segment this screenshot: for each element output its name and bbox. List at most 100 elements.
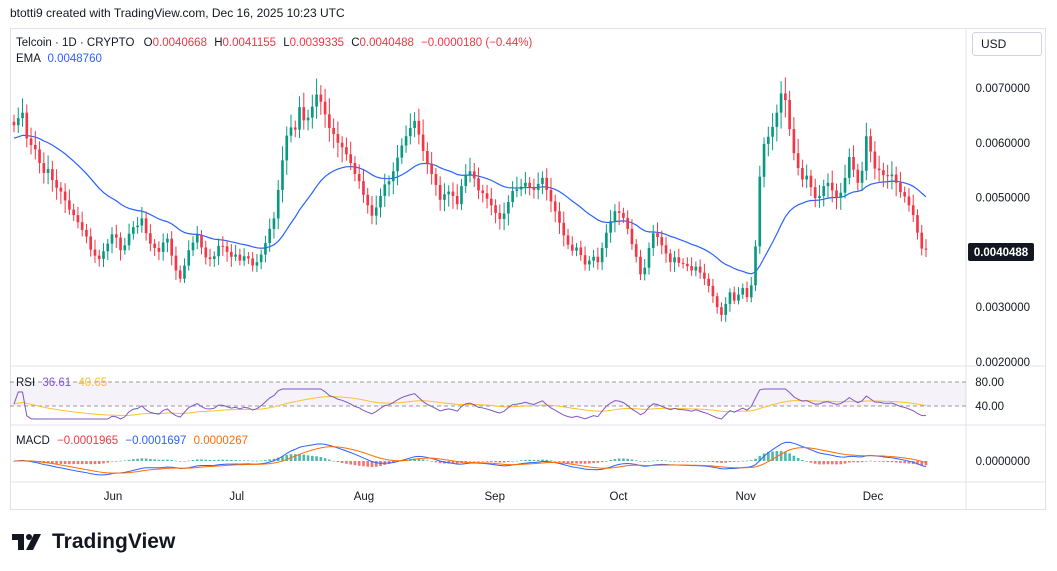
candle-body xyxy=(622,212,625,218)
candle-body xyxy=(690,266,693,271)
x-tick-label: Nov xyxy=(735,491,756,503)
macd-histogram-bar xyxy=(903,461,907,464)
candles xyxy=(12,77,928,322)
candle-body xyxy=(502,213,506,219)
macd-histogram-bar xyxy=(570,461,574,464)
candle-body xyxy=(694,266,698,271)
macd-histogram-bar xyxy=(907,461,911,464)
candle-body xyxy=(430,163,433,175)
candle-body xyxy=(89,236,93,250)
candle-body xyxy=(63,191,67,201)
candle-body xyxy=(42,163,46,173)
macd-histogram-bar xyxy=(916,461,919,465)
macd-histogram-bar xyxy=(366,461,370,467)
macd-histogram-bar xyxy=(732,461,736,462)
byline: btotti9 created with TradingView.com, De… xyxy=(10,6,345,20)
candle-body xyxy=(916,215,919,233)
candle-body xyxy=(200,234,203,248)
candle-body xyxy=(340,142,344,148)
macd-histogram-bar xyxy=(882,461,885,462)
candle-body xyxy=(677,257,681,263)
macd-histogram-bar xyxy=(856,461,860,463)
macd-histogram-bar xyxy=(178,461,182,462)
macd-histogram-bar xyxy=(119,460,122,462)
candle-body xyxy=(302,107,306,121)
macd-histogram-bar xyxy=(519,460,523,461)
macd-histogram-bar xyxy=(242,460,246,461)
candle-body xyxy=(528,182,531,188)
candle-body xyxy=(136,225,139,228)
candle-body xyxy=(784,93,787,101)
macd-histogram-bar xyxy=(779,450,783,461)
macd-histogram-bar xyxy=(434,461,438,463)
rsi-ma-value: 40.65 xyxy=(78,377,107,389)
macd-histogram-bar xyxy=(511,461,514,462)
macd-histogram-bar xyxy=(822,461,826,465)
candle-body xyxy=(409,128,412,137)
candle-body xyxy=(779,93,783,113)
candle-body xyxy=(882,170,885,176)
macd-histogram-bar xyxy=(238,460,242,461)
macd-histogram-bar xyxy=(528,459,531,461)
candle-body xyxy=(630,228,634,245)
currency-selector[interactable]: USD xyxy=(972,32,1042,56)
candle-body xyxy=(21,112,24,119)
macd-histogram-bar xyxy=(97,461,101,464)
macd-histogram-bar xyxy=(775,451,779,461)
macd-histogram-bar xyxy=(315,456,318,461)
macd-tick-label: 0.0000000 xyxy=(976,456,1030,468)
macd-histogram-bar xyxy=(545,459,549,461)
candle-body xyxy=(102,251,105,259)
macd-histogram-bar xyxy=(144,458,148,461)
macd-histogram-bar xyxy=(698,461,702,462)
macd-histogram-bar xyxy=(617,458,621,461)
candle-body xyxy=(328,114,331,129)
macd-histogram-bar xyxy=(924,461,928,466)
candle-body xyxy=(877,168,881,171)
candle-body xyxy=(225,246,229,252)
macd-histogram-bar xyxy=(310,455,314,461)
candle-body xyxy=(762,143,766,177)
macd-histogram-bar xyxy=(200,459,203,461)
macd-histogram-bar xyxy=(123,460,127,462)
candle-body xyxy=(839,192,843,198)
macd-histogram-bar xyxy=(485,461,489,462)
candle-body xyxy=(732,292,736,301)
macd-histogram-bar xyxy=(68,461,71,465)
macd-histogram-bar xyxy=(217,459,220,461)
macd-histogram-bar xyxy=(630,459,634,461)
macd-histogram-bar xyxy=(869,460,872,462)
currency-label: USD xyxy=(981,37,1007,51)
candle-body xyxy=(886,175,889,177)
macd-histogram-bar xyxy=(489,461,493,463)
macd-histogram-bar xyxy=(711,461,715,463)
price-tick-label: 0.0050000 xyxy=(976,193,1030,205)
candle-body xyxy=(264,243,267,255)
macd-histogram-bar xyxy=(114,460,118,462)
candle-body xyxy=(468,171,472,175)
candle-body xyxy=(801,168,804,180)
macd-histogram-bar xyxy=(788,453,791,461)
candle-body xyxy=(259,254,263,263)
candle-body xyxy=(110,234,114,244)
candle-body xyxy=(80,222,84,230)
macd-histogram-bar xyxy=(272,458,276,461)
tradingview-logo[interactable]: TradingView xyxy=(12,530,175,554)
macd-histogram-bar xyxy=(357,461,361,466)
candle-body xyxy=(728,292,732,304)
candle-body xyxy=(600,248,604,263)
candle-body xyxy=(536,183,540,190)
chart-panel[interactable] xyxy=(10,28,1046,510)
candle-body xyxy=(25,112,29,139)
macd-histogram-bar xyxy=(93,461,97,465)
macd-histogram-bar xyxy=(76,461,80,465)
macd-histogram-bar xyxy=(438,461,442,464)
macd-histogram-bar xyxy=(59,461,63,464)
candle-body xyxy=(51,169,54,181)
candle-body xyxy=(289,127,293,136)
candle-body xyxy=(847,157,851,178)
candle-body xyxy=(775,112,779,127)
macd-histogram-bar xyxy=(724,461,728,463)
macd-histogram-bar xyxy=(686,461,689,462)
